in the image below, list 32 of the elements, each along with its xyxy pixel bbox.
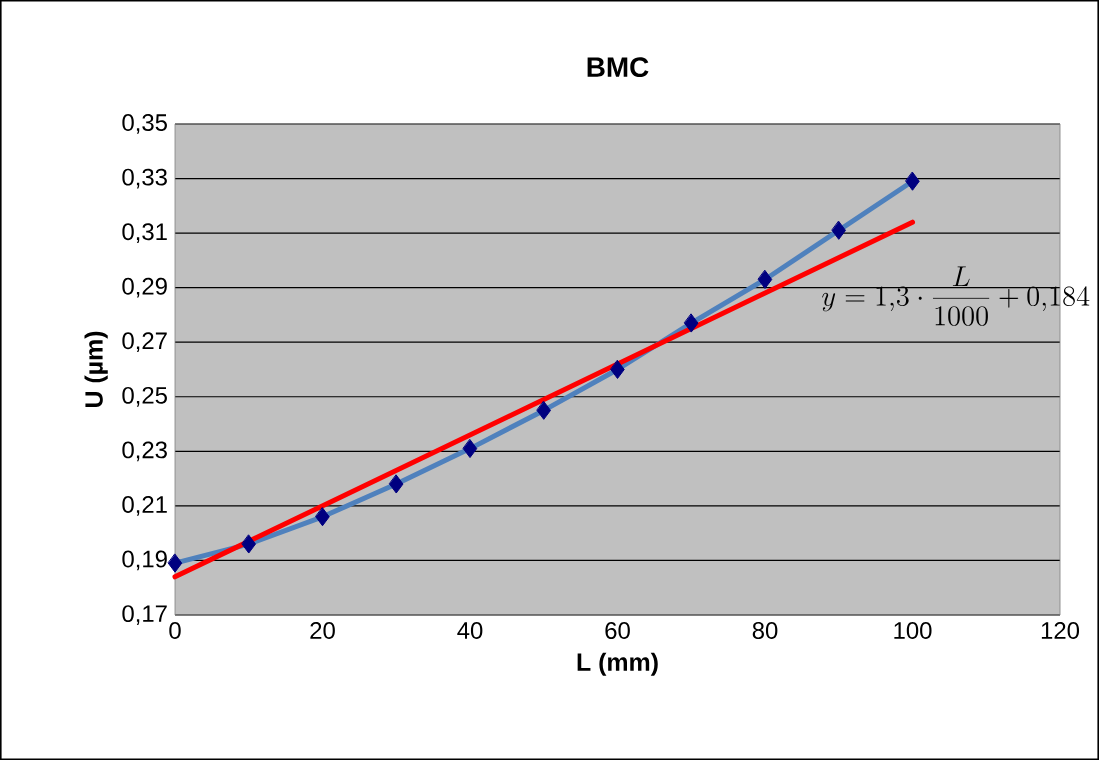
y-tick-label: 0,29 bbox=[122, 277, 167, 298]
y-tick-label: 0,25 bbox=[122, 386, 167, 407]
y-tick-label: 0,35 bbox=[122, 114, 167, 134]
chart-title: BMC bbox=[587, 57, 649, 78]
point bbox=[831, 220, 846, 240]
point bbox=[536, 400, 551, 420]
x-tick-label: 40 bbox=[457, 622, 483, 639]
x-tick-label: 120 bbox=[1041, 622, 1080, 639]
y-tick-label: 0,19 bbox=[122, 550, 167, 571]
x-tick-label: 0 bbox=[169, 622, 181, 639]
y-tick-label: 0,17 bbox=[122, 605, 167, 625]
point bbox=[241, 534, 256, 554]
x-tick-label: 20 bbox=[310, 622, 335, 639]
y-tick-label: 0,27 bbox=[122, 332, 167, 353]
point bbox=[610, 360, 625, 379]
y-tick-label: 0,23 bbox=[122, 441, 167, 462]
point bbox=[905, 171, 920, 191]
point bbox=[315, 507, 330, 527]
y-axis-title: U (µm) bbox=[84, 331, 108, 407]
x-tick-label: 80 bbox=[752, 622, 778, 639]
point bbox=[684, 313, 699, 333]
x-tick-label: 100 bbox=[894, 622, 932, 639]
y-tick-label: 0,21 bbox=[122, 496, 167, 516]
y-tick-label: 0,33 bbox=[122, 168, 167, 189]
point bbox=[167, 553, 183, 573]
point bbox=[757, 270, 773, 289]
point bbox=[462, 439, 478, 459]
y-tick-label: 0,31 bbox=[122, 223, 167, 243]
x-tick-label: 60 bbox=[605, 622, 630, 639]
point bbox=[389, 474, 404, 494]
x-axis-title: L (mm) bbox=[577, 652, 658, 676]
annotation: $y=1{,}3\cdot\frac{L}{1000}+0{,}184$ bbox=[822, 266, 1090, 326]
